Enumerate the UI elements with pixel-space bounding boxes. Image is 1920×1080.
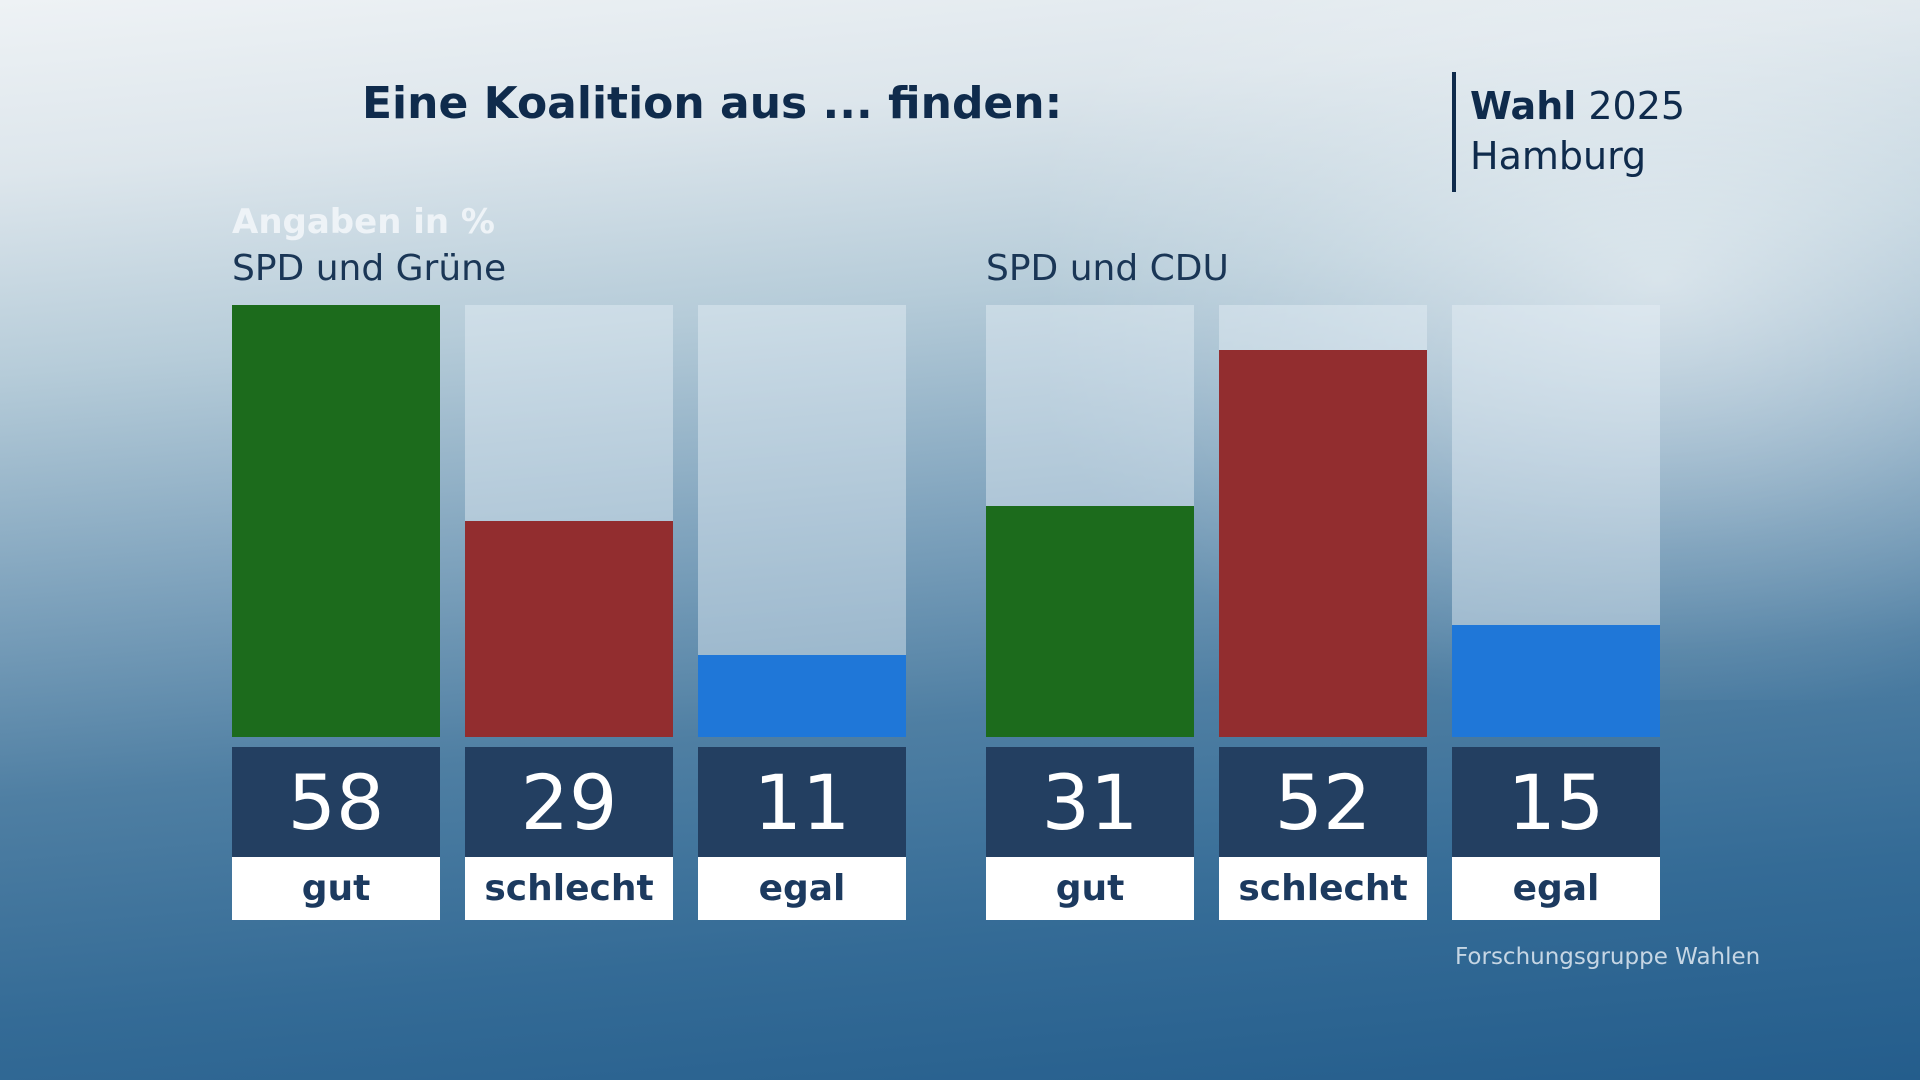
bar-schlecht [1219,350,1427,737]
unit-label: Angaben in % [232,202,496,242]
bar-schlecht [465,521,673,737]
bar-track [1452,305,1660,737]
brand-year: 2025 [1588,84,1686,128]
source-credit: Forschungsgruppe Wahlen [1455,944,1761,970]
bar-group-egal: 15 egal [1452,305,1660,920]
bar-track [232,305,440,737]
bar-egal [698,655,906,737]
brand-election: Wahl 2025 [1470,84,1685,128]
bar-egal [1452,625,1660,737]
category-label: egal [698,857,906,920]
category-label: gut [986,857,1194,920]
bar-chart-spd-gruene: 58 gut 29 schlecht 11 egal [232,305,906,920]
bar-gut [986,506,1194,737]
category-label: schlecht [1219,857,1427,920]
bar-group-gut: 58 gut [232,305,440,920]
chart-subtitle-spd-gruene: SPD und Grüne [232,248,507,289]
chart-subtitle-spd-cdu: SPD und CDU [986,248,1229,289]
bar-track [1219,305,1427,737]
bar-value-label: 52 [1219,747,1427,857]
bar-chart-spd-cdu: 31 gut 52 schlecht 15 egal [986,305,1660,920]
category-label: egal [1452,857,1660,920]
bar-value-label: 11 [698,747,906,857]
bar-group-schlecht: 52 schlecht [1219,305,1427,920]
chart-title: Eine Koalition aus ... finden: [362,78,1063,129]
bar-track [698,305,906,737]
bar-group-schlecht: 29 schlecht [465,305,673,920]
bar-group-gut: 31 gut [986,305,1194,920]
bar-track [986,305,1194,737]
bar-value-label: 29 [465,747,673,857]
bar-value-label: 15 [1452,747,1660,857]
brand-word: Wahl [1470,84,1577,128]
category-label: gut [232,857,440,920]
bar-gut [232,305,440,737]
bar-group-egal: 11 egal [698,305,906,920]
brand-divider [1452,72,1456,192]
bar-track [465,305,673,737]
bar-value-label: 31 [986,747,1194,857]
bar-value-label: 58 [232,747,440,857]
brand-region: Hamburg [1470,134,1647,178]
category-label: schlecht [465,857,673,920]
